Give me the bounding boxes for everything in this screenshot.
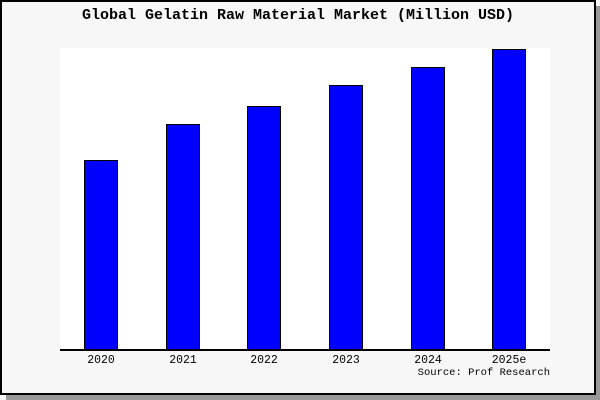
- bar-2025e: [492, 49, 526, 349]
- x-tick-label-2025e: 2025e: [491, 354, 527, 367]
- x-tick-label-2020: 2020: [87, 354, 115, 367]
- x-axis-labels: 2020 2021 2022 2023 2024 2025e: [60, 354, 550, 369]
- frame-shadow-bottom: [6, 395, 600, 400]
- bar-2021: [166, 124, 200, 349]
- frame-shadow-right: [596, 6, 600, 400]
- x-tick-label-2022: 2022: [250, 354, 278, 367]
- bar-2022: [247, 106, 281, 349]
- x-tick-label-2024: 2024: [414, 354, 442, 367]
- chart-title: Global Gelatin Raw Material Market (Mill…: [81, 7, 515, 24]
- plot-area: [60, 48, 550, 351]
- bar-2024: [411, 67, 445, 349]
- bar-2023: [329, 85, 363, 349]
- x-tick-label-2023: 2023: [332, 354, 360, 367]
- x-tick-label-2021: 2021: [169, 354, 197, 367]
- source-caption: Source: Prof Research: [417, 367, 550, 379]
- bar-2020: [84, 160, 118, 349]
